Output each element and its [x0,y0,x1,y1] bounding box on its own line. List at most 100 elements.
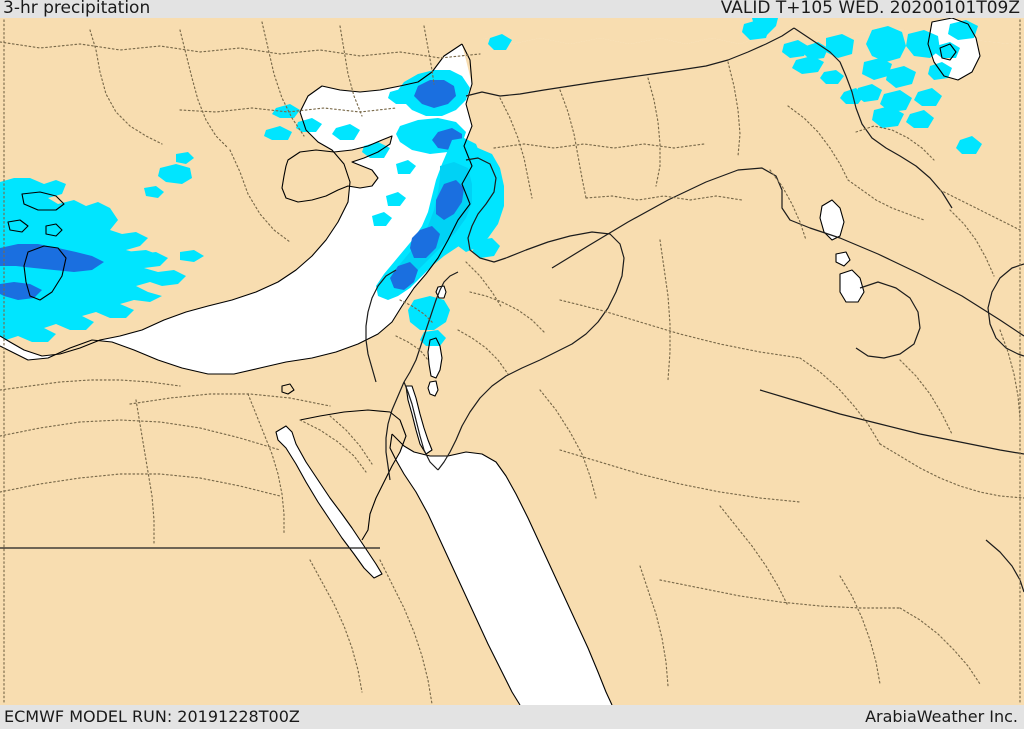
precip-cell-latakia-heavy [414,80,456,108]
precip-cell-lebanon-heavy-1 [436,180,464,220]
precip-cell-ne-5 [826,34,854,58]
border-israel-jordan [403,271,459,383]
precip-cell-med-sat-2 [158,164,192,184]
land-turkey-south-coast [0,18,1024,356]
coast-aegean-islands [7,191,67,301]
precip-cell-ne-16 [840,88,864,104]
attribution-label: ArabiaWeather Inc. [865,707,1018,726]
coast-gulf-of-aqaba [405,385,433,455]
precip-cell-ne-6 [866,26,906,62]
precip-cell-ne-8 [862,58,892,80]
border-saudi-kuwait-gulf [759,389,1024,455]
admin-saudi-6 [879,443,1024,499]
border-gulf-coast [855,281,921,359]
admin-jordan-1 [469,291,545,333]
precip-cell-lebanon-heavy-2 [410,226,440,258]
coast-cyprus [281,135,393,203]
precip-cell-ne-2 [782,40,808,58]
admin-egypt-nile-1 [309,559,363,693]
admin-saudi-2 [659,239,671,381]
admin-iraq-1 [787,105,849,181]
admin-gulf-1 [899,359,953,435]
border-oman-line [985,539,1024,593]
admin-syria-4 [647,77,661,187]
precip-cell-offshore-3 [372,212,392,226]
admin-syria-3 [493,143,705,149]
admin-syria-1 [499,97,533,199]
border-egypt-nile-valley-w [365,269,397,383]
admin-turkey-6 [423,25,435,85]
sea-dead-sea-south [428,381,438,396]
precip-cell-cyprus-n3 [272,104,300,118]
precip-cell-cyprus-n1 [264,126,292,140]
national-borders-group [0,27,1024,593]
admin-egypt-7 [299,419,367,473]
precip-cell-offshore-1 [386,192,406,206]
admin-saudi-5 [539,389,597,499]
border-syria-lebanon [465,157,507,263]
admin-egypt-4 [135,399,155,545]
coast-red-sea [391,433,613,706]
landmass-group [0,18,1024,705]
border-turkey-iraq-iran [793,27,953,209]
precip-cell-med-sat-5 [176,152,194,164]
precip-cell-ne-15 [906,110,934,128]
admin-saudi-8 [659,579,901,609]
precip-cell-ne-21 [742,20,770,40]
precip-cell-ne-17 [820,70,844,84]
admin-saudi-10 [899,607,981,685]
admin-saudi-4 [559,449,801,503]
admin-east-1 [949,209,995,277]
admin-egypt-nile-2 [379,559,433,705]
sea-gulf-of-suez [276,426,382,578]
precip-cell-galilee [408,296,450,330]
coast-lake-northeast [927,17,981,81]
admin-syria-5 [727,61,741,157]
admin-jordan-3 [465,261,503,309]
admin-saudi-9 [639,565,669,687]
border-jordan-saudi [437,359,541,471]
precipitation-field [0,0,982,346]
precip-cell-ne-14 [872,106,904,128]
precip-cell-cyprus-n2 [296,118,322,132]
coast-dead-sea-south [427,380,439,397]
precip-cell-galilee-2 [420,330,446,346]
footer-bar: ECMWF MODEL RUN: 20191228T00Z ArabiaWeat… [0,705,1024,729]
admin-turkey-2 [89,29,163,145]
precip-cell-ne-18 [934,42,960,58]
precip-cell-syria-inland [458,148,504,252]
land-levant-arabia-egypt [0,28,1024,705]
sea-red-sea [390,434,612,705]
admin-egypt-5 [247,393,285,535]
admin-iraq-4 [855,125,935,161]
precip-cell-ne-9 [886,66,916,88]
coast-levant [0,43,473,375]
admin-turkey-1 [0,41,481,59]
admin-saudi-1 [559,299,801,359]
border-east-coastline [987,263,1024,357]
model-run-label: ECMWF MODEL RUN: 20191228T00Z [4,707,300,726]
admin-turkey-3 [179,29,229,149]
admin-borders-group [0,19,1024,705]
admin-iraq-3 [769,169,807,241]
admin-jordan-2 [457,329,509,375]
admin-israel-2 [395,335,429,361]
admin-egypt-6 [0,379,181,391]
admin-egypt-3 [129,393,331,407]
coast-small-lake-left [281,383,295,395]
precip-cell-ne-4 [792,56,824,74]
precip-cell-ne-7 [906,30,940,58]
sea-gulf-island-1 [820,200,844,240]
admin-egypt-1 [0,419,281,451]
precip-cell-med-sat-3 [122,250,162,262]
admin-gulf-2 [999,329,1021,419]
precip-cell-med-sat-1 [144,186,164,198]
border-syria-iraq-jordan [505,231,625,361]
admin-turkey-8 [229,149,291,243]
coastline-group [0,17,981,706]
coast-dead-sea [427,337,443,379]
land-sinai [292,410,406,540]
